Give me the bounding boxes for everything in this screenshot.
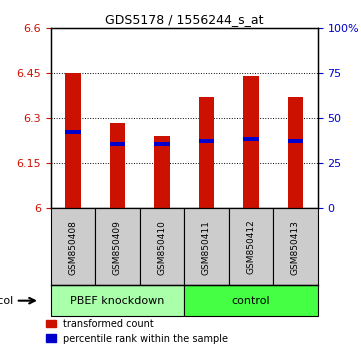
Bar [243, 137, 259, 141]
Bar [288, 139, 303, 143]
FancyBboxPatch shape [51, 285, 184, 316]
Text: GSM850413: GSM850413 [291, 220, 300, 275]
Text: PBEF knockdown: PBEF knockdown [70, 296, 165, 306]
FancyBboxPatch shape [273, 208, 318, 285]
Bar [109, 142, 125, 145]
FancyBboxPatch shape [95, 208, 140, 285]
Bar [65, 130, 81, 133]
FancyBboxPatch shape [184, 208, 229, 285]
FancyBboxPatch shape [184, 285, 318, 316]
FancyBboxPatch shape [51, 208, 95, 285]
Text: GSM850409: GSM850409 [113, 220, 122, 275]
Bar [65, 73, 81, 208]
Bar [154, 136, 170, 208]
Bar [199, 97, 214, 208]
Bar [109, 123, 125, 208]
Bar [154, 142, 170, 145]
Text: protocol: protocol [0, 296, 13, 306]
FancyBboxPatch shape [140, 208, 184, 285]
Text: GSM850408: GSM850408 [68, 220, 77, 275]
Bar [199, 139, 214, 143]
Bar [288, 97, 303, 208]
FancyBboxPatch shape [229, 208, 273, 285]
Text: GSM850410: GSM850410 [157, 220, 166, 275]
Title: GDS5178 / 1556244_s_at: GDS5178 / 1556244_s_at [105, 13, 264, 26]
Legend: transformed count, percentile rank within the sample: transformed count, percentile rank withi… [42, 315, 232, 347]
Bar [243, 76, 259, 208]
Text: control: control [232, 296, 270, 306]
Text: GSM850411: GSM850411 [202, 220, 211, 275]
Text: GSM850412: GSM850412 [247, 220, 255, 274]
